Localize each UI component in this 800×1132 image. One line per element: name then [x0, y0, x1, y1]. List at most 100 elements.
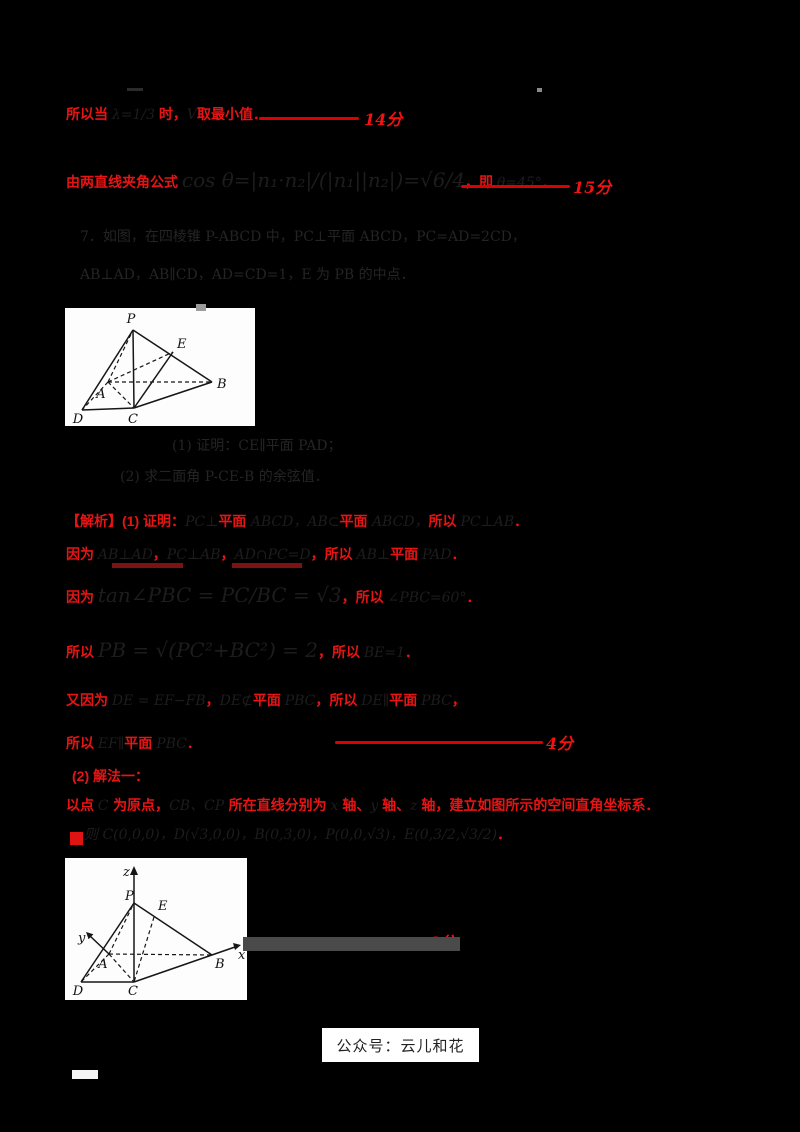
formula-text: ABCD，: [367, 514, 429, 530]
formula-text: y: [370, 798, 379, 814]
figure-pyramid-1: P E B A D C: [65, 308, 255, 427]
solution-text: 所以: [66, 644, 98, 660]
fraction-bar-trace: [127, 88, 143, 91]
formula-text: PAD: [422, 547, 452, 563]
formula-text: AD∩PC=D: [234, 547, 311, 563]
solution-text: ．: [186, 735, 201, 751]
y-axis-arrowhead: [86, 932, 94, 940]
formula-text: DE∥: [361, 693, 390, 709]
solution-text: (2) 解法一：: [72, 768, 149, 784]
highlight-band: [243, 937, 460, 951]
coordinates-line: 则 C(0,0,0)，D(√3,0,0)，B(0,3,0)，P(0,0,√3)，…: [84, 826, 511, 845]
solution-text: 轴，建立如图所示的空间直角坐标系．: [417, 797, 660, 813]
formula-text: 7．如图，在四棱锥 P-ABCD 中，PC⊥平面 ABCD，PC=AD=2CD，: [80, 229, 526, 245]
vertex-label-D: D: [72, 412, 84, 426]
solution-proof-1: 【解析】(1) 证明：PC⊥平面 ABCD，AB⊂平面 ABCD，所以 PC⊥A…: [66, 513, 528, 532]
formula-text: AB⊥AD，AB∥CD，AD=CD=1，E 为 PB 的中点．: [80, 267, 415, 283]
formula-text: PB = √(PC²+BC²) = 2: [97, 638, 318, 662]
corner-mark: [72, 1070, 98, 1079]
solution-text: 因为: [66, 589, 98, 605]
solution-text: ，所以: [310, 546, 357, 562]
solution-step-3: 因为 tan∠PBC = PC/BC = √3，所以 ∠PBC=60°．: [66, 583, 480, 608]
underline-bar: [232, 563, 302, 568]
vertex-label-A: A: [97, 957, 107, 972]
formula-text: PBC: [421, 693, 452, 709]
solution-text: 平面: [218, 513, 247, 529]
solution-step-5: 又因为 DE = EF−FB，DE⊄平面 PBC，所以 DE∥平面 PBC，: [66, 692, 466, 711]
formula-text: PBC: [156, 736, 187, 752]
vertex-label-B: B: [216, 377, 227, 392]
formula-text: x: [330, 798, 339, 814]
formula-text: ∠PBC=60°: [387, 590, 467, 606]
formula-text: DE⊄: [219, 693, 253, 709]
formula-text: C: [97, 798, 114, 814]
solution-text: 平面: [389, 692, 422, 708]
solution-text: ．: [514, 513, 529, 529]
solution-text: 平面: [339, 513, 368, 529]
solution-text: 平面: [252, 692, 285, 708]
solution-text: 平面: [124, 735, 157, 751]
solution-text: 所在直线分别为: [228, 797, 331, 813]
angle-formula-line: 由两直线夹角公式 cos θ=|n₁·n₂|/(|n₁||n₂|)=√6/4，即…: [66, 168, 556, 193]
formula-text: EF∥: [97, 736, 125, 752]
formula-text: PC⊥AB: [460, 514, 515, 530]
vertex-label-A: A: [95, 387, 105, 402]
vertex-label-E: E: [157, 899, 168, 914]
solution-text: 时，: [155, 106, 187, 122]
solution-text: ．: [497, 826, 512, 842]
solution-text: 因为: [66, 546, 98, 562]
solution-text: 由两直线夹角公式: [66, 174, 182, 190]
formula-text: BE=1: [363, 645, 406, 661]
footer-watermark: 公众号：云儿和花: [322, 1028, 479, 1062]
solution-text: 所以: [66, 735, 98, 751]
formula-text: cos θ=|n₁·n₂|/(|n₁||n₂|)=√6/4: [181, 168, 465, 192]
vertex-label-P: P: [124, 889, 134, 904]
solution-text: 又因为: [66, 692, 112, 708]
formula-text: PBC: [284, 693, 316, 709]
z-axis-arrowhead: [130, 866, 138, 875]
solution-text: ，所以: [318, 644, 364, 660]
axis-label-y: y: [77, 931, 86, 946]
formula-text: λ=1/3: [111, 107, 156, 123]
x-axis-arrowhead: [233, 943, 241, 950]
dot-artifact: [537, 88, 542, 92]
figure-pyramid-2: z y x P E B A D C: [65, 858, 247, 1000]
formula-text: PC⊥AB: [166, 547, 221, 563]
formula-text: ABCD，AB⊂: [246, 514, 340, 530]
score-label: 14分: [364, 110, 403, 129]
formula-text: θ=45°: [496, 175, 542, 191]
solution-text: 轴、: [338, 797, 371, 813]
footer-text: 公众号：云儿和花: [336, 1037, 465, 1055]
solution-text: 所以当: [66, 106, 112, 122]
solution-text: ．: [405, 644, 420, 660]
solution-text: 【解析】(1) 证明：: [66, 513, 185, 529]
problem-statement-2: AB⊥AD，AB∥CD，AD=CD=1，E 为 PB 的中点．: [80, 266, 415, 285]
vertex-label-E: E: [176, 337, 187, 352]
formula-text: CB、CP: [169, 798, 229, 814]
solution-text: ，: [220, 546, 235, 562]
score-label: 15分: [573, 178, 612, 197]
vertex-label-C: C: [128, 412, 138, 426]
solution-text: 平面: [390, 546, 423, 562]
score-label: 4分: [546, 734, 574, 753]
formula-text: AB⊥: [356, 547, 391, 563]
solution-text: ，: [152, 546, 167, 562]
solution-proof-2: 因为 AB⊥AD，PC⊥AB，AD∩PC=D，所以 AB⊥平面 PAD．: [66, 546, 466, 565]
vertex-label-P: P: [126, 312, 136, 327]
answer-min-line: 所以当 λ=1/3 时，V取最小值．: [66, 106, 267, 125]
coordinate-setup-line: 以点 C 为原点，CB、CP 所在直线分别为 x 轴、y 轴、z 轴，建立如图所…: [66, 797, 659, 816]
question-part-1: (1) 证明：CE∥平面 PAD；: [172, 437, 342, 456]
vertex-label-D: D: [72, 984, 84, 999]
formula-text: DE = EF−FB: [111, 693, 206, 709]
solution-part2-header: (2) 解法一：: [72, 768, 149, 786]
solution-text: 为原点，: [113, 797, 170, 813]
formula-text: (1) 证明：CE∥平面 PAD；: [172, 438, 342, 454]
solution-conclusion-1: 所以 EF∥平面 PBC．: [66, 735, 201, 754]
pyramid-diagram-2: z y x P E B A D C: [72, 865, 246, 999]
formula-text: AB⊥AD: [97, 547, 153, 563]
solution-text: ．: [466, 589, 481, 605]
formula-text: PC⊥: [185, 514, 219, 530]
solution-text: 以点: [66, 797, 98, 813]
solution-text: ，: [451, 692, 466, 708]
